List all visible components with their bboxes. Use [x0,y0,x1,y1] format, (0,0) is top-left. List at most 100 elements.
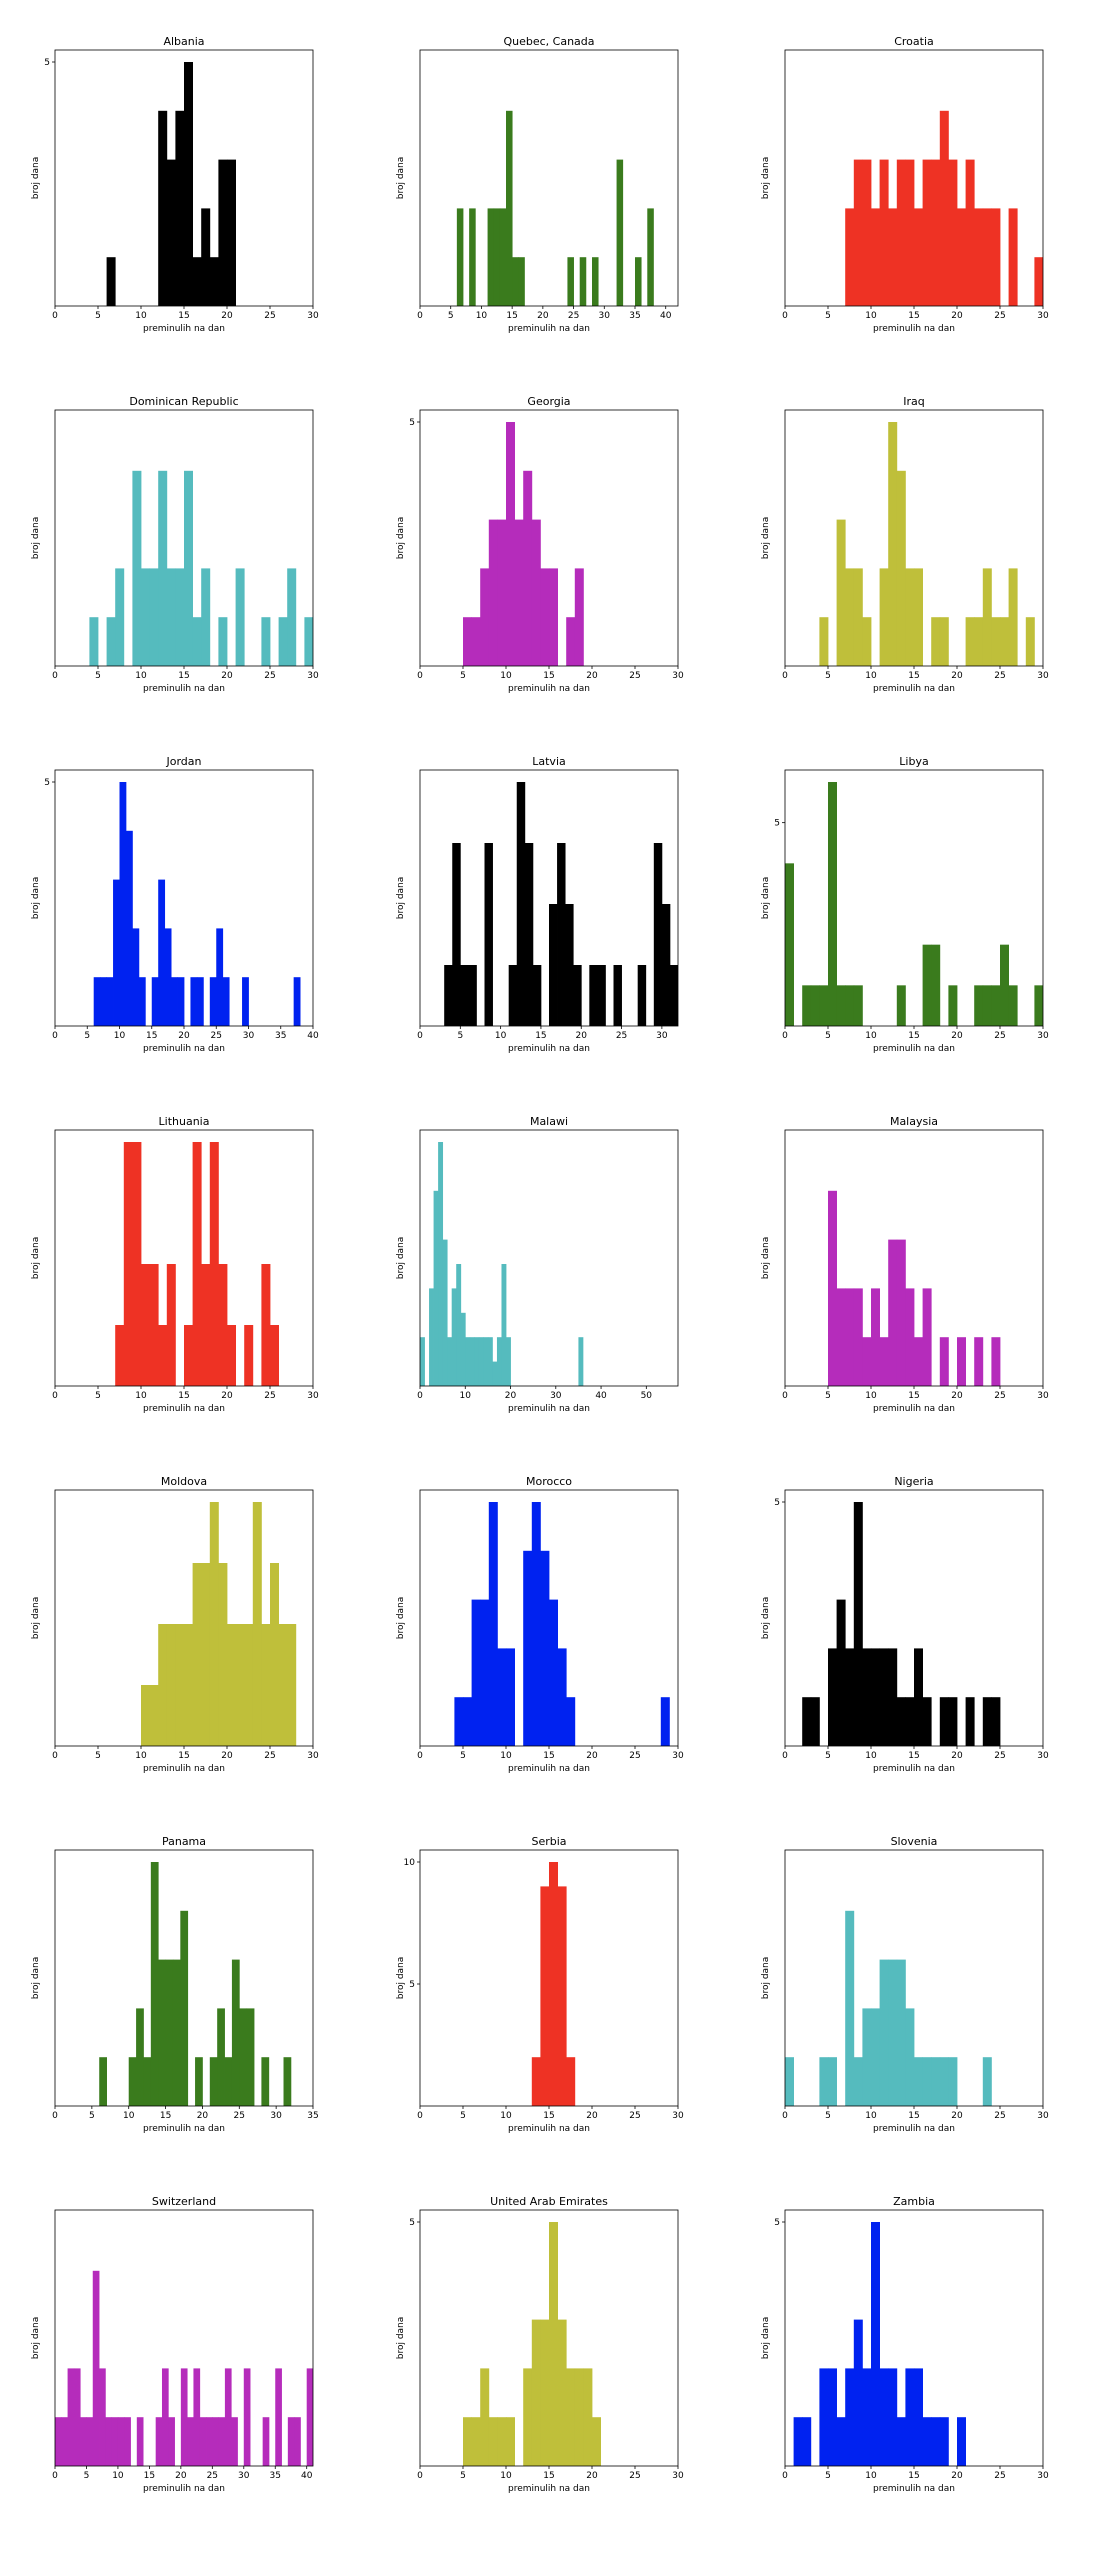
histogram-bar [793,2417,803,2466]
histogram-bar [227,1624,236,1746]
histogram-bar [149,568,159,666]
x-tick-label: 0 [782,311,788,321]
histogram-bar [948,159,958,306]
histogram-nigeria: 0 5 10 15 20 25 30 5 Nigeria preminulih na dan bro… [761,1475,1049,1774]
chart-title: Iraq [903,395,925,408]
x-axis-label: preminulih na dan [873,324,955,334]
histogram-bar [974,1337,984,1386]
histogram-bar [566,617,576,666]
x-axis-label: preminulih na dan [143,1044,225,1054]
histogram-bar [523,470,533,666]
histogram-bar [231,1959,240,2106]
x-axis-label: preminulih na dan [508,684,590,694]
histogram-bar [922,2057,932,2106]
histogram-bar [235,568,245,666]
histogram-bar [499,208,507,306]
histogram-bar [471,2417,481,2466]
histogram-bar [252,1502,262,1746]
x-tick-label: 5 [825,311,831,321]
histogram-bar [879,568,889,666]
bars [115,1142,279,1386]
histogram-bar [653,843,663,1026]
histogram-bar [549,2222,558,2466]
histogram-bar [468,965,477,1026]
histogram-bar [199,2417,207,2466]
x-tick-label: 40 [301,2471,313,2481]
histogram-bar [141,568,150,666]
histogram-bar [80,2417,87,2466]
histogram-bar [218,1264,228,1386]
histogram-bar [871,2008,880,2106]
histogram-bar [306,2368,313,2466]
histogram-bar [896,2417,906,2466]
x-tick-label: 10 [865,1391,877,1401]
x-tick-label: 40 [595,1391,607,1401]
histogram-bar [150,1862,159,2106]
histogram-bar [931,617,941,666]
histogram-bar [463,617,472,666]
histogram-bar [836,2417,846,2466]
histogram-bar [879,159,889,306]
histogram-bar [497,2417,507,2466]
histogram-bar [531,1502,541,1746]
histogram-bar [508,965,518,1026]
x-tick-label: 30 [243,1031,255,1041]
histogram-bar [965,1697,975,1746]
histogram-bar [304,617,313,666]
histogram-moldova: 0 5 10 15 20 25 30 Moldova preminulih na dan broj… [31,1475,319,1774]
x-tick-label: 20 [586,1751,598,1761]
axes-frame [54,2209,314,2467]
x-tick-label: 20 [221,671,233,681]
histogram-bar [136,2008,144,2106]
histogram-bar [283,2057,292,2106]
histogram-bar [192,617,202,666]
x-tick-label: 5 [95,1391,101,1401]
histogram-bar [661,904,671,1026]
histogram-bar [463,1697,472,1746]
histogram-bar [819,2368,829,2466]
x-tick-label: 30 [672,2111,684,2121]
histogram-bar [914,2368,923,2466]
x-axis-label: preminulih na dan [873,1404,955,1414]
x-tick-label: 10 [476,311,488,321]
histogram-bar [175,1624,185,1746]
x-tick-label: 0 [417,311,423,321]
histogram-bar [905,1697,915,1746]
histogram-jordan: 0 5 10 15 20 25 30 35 40 5 Jordan preminulih na dan… [31,755,319,1054]
histogram-bar [89,617,99,666]
histogram-bar [540,1886,550,2106]
histogram-bar [810,1697,820,1746]
x-tick-label: 5 [84,1031,90,1041]
histogram-bar [278,1624,288,1746]
histogram-bar [512,257,519,306]
x-tick-label: 0 [782,2111,788,2121]
histogram-bar [828,782,837,1026]
histogram-bar [574,2368,584,2466]
x-tick-label: 10 [865,2471,877,2481]
histogram-zambia: 0 5 10 15 20 25 30 5 Zambia preminulih na dan broj… [761,2195,1049,2494]
chart-title: Morocco [526,1475,572,1488]
histogram-bar [905,2368,915,2466]
y-tick-label: 5 [409,418,415,428]
histogram-bar [172,1959,181,2106]
histogram-bar [175,568,185,666]
histogram-bar [888,1959,898,2106]
histogram-bar [158,1624,168,1746]
histogram-bar [879,1337,889,1386]
histogram-bar [261,2057,270,2106]
x-tick-label: 15 [908,1031,919,1041]
histogram-bar [862,1648,872,1746]
histogram-bar [196,977,204,1026]
x-tick-label: 10 [123,2111,135,2121]
histogram-bar [231,2417,238,2466]
x-tick-label: 15 [543,1751,554,1761]
histogram-bar [819,617,829,666]
x-tick-label: 25 [994,1031,1005,1041]
y-axis-label: broj dana [761,517,771,560]
histogram-bar [480,2368,490,2466]
histogram-bar [487,1337,493,1386]
histogram-bar [158,879,166,1026]
histogram-bar [201,568,211,666]
y-tick-label: 5 [44,778,50,788]
histogram-bar [166,159,176,306]
